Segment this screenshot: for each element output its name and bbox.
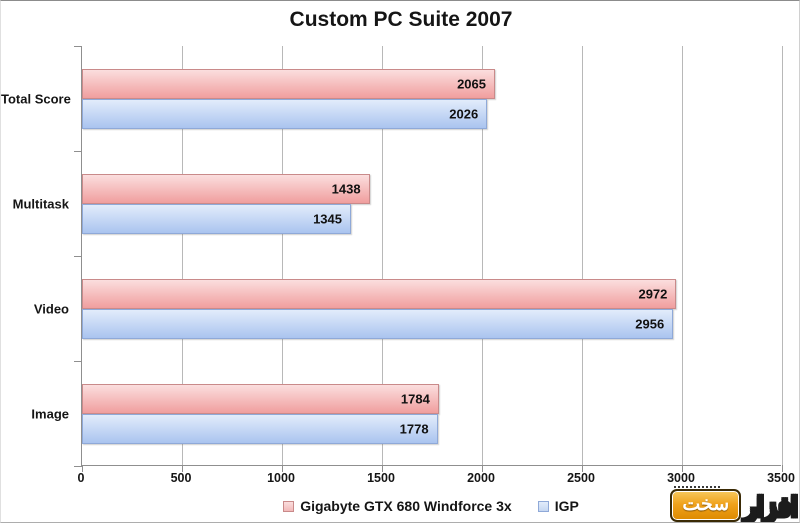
bar-igp: 2956 xyxy=(82,308,674,339)
axis-tick xyxy=(582,465,583,472)
legend-item: IGP xyxy=(537,498,579,514)
category-label: Multitask xyxy=(12,196,69,211)
axis-tick xyxy=(282,465,283,472)
axis-tick xyxy=(74,256,82,257)
bar-value-label: 2026 xyxy=(449,106,479,121)
chart-title: Custom PC Suite 2007 xyxy=(289,8,513,31)
value-tick-label: 2000 xyxy=(467,471,495,485)
axis-tick xyxy=(82,465,83,472)
value-tick-label: 0 xyxy=(77,471,85,485)
plot-area: 2065 2026 1438 1345 2972 2956 1784 1778 xyxy=(74,46,783,472)
bar-value-label: 1345 xyxy=(313,211,342,226)
value-tick-label: 1000 xyxy=(267,471,295,485)
axis-tick xyxy=(782,465,783,472)
bar-value-label: 1438 xyxy=(331,181,361,196)
gridline xyxy=(282,46,283,465)
category-label: Image xyxy=(31,406,69,421)
gridline xyxy=(382,46,383,465)
axis-tick xyxy=(182,465,183,472)
bar-value-label: 2956 xyxy=(635,316,665,331)
bar-gigabyte-gtx-680-windforce-3x: 1438 xyxy=(82,173,370,204)
watermark-badge-text: سخت xyxy=(682,494,730,515)
bar-igp: 1778 xyxy=(82,413,438,444)
legend-label: Gigabyte GTX 680 Windforce 3x xyxy=(300,498,512,514)
bar-igp: 1345 xyxy=(82,203,351,234)
axis-tick xyxy=(74,46,82,47)
gridline xyxy=(682,46,683,465)
bar-value-label: 1778 xyxy=(399,421,429,436)
axis-tick xyxy=(74,151,82,152)
watermark-fineprint xyxy=(674,486,721,488)
legend-swatch-icon xyxy=(537,500,549,512)
value-tick-label: 500 xyxy=(170,471,192,485)
watermark-badge: سخت xyxy=(670,486,742,522)
bar-gigabyte-gtx-680-windforce-3x: 2065 xyxy=(82,68,495,99)
value-tick-label: 3000 xyxy=(667,471,695,485)
value-tick-label: 1500 xyxy=(367,471,395,485)
legend-label: IGP xyxy=(554,498,579,514)
category-label: Total Score xyxy=(1,91,71,106)
axis-tick xyxy=(74,466,82,467)
category-label: Video xyxy=(33,301,69,316)
legend-swatch-icon xyxy=(283,500,295,512)
watermark-logo: سخت افزار xyxy=(670,486,799,522)
gridline xyxy=(582,46,583,465)
bar-gigabyte-gtx-680-windforce-3x: 2972 xyxy=(82,278,677,309)
legend: Gigabyte GTX 680 Windforce 3x IGP xyxy=(81,498,781,514)
bar-value-label: 1784 xyxy=(400,391,430,406)
gridline xyxy=(782,46,783,465)
value-tick-label: 2500 xyxy=(567,471,595,485)
axis-tick xyxy=(74,361,82,362)
value-tick-label: 3500 xyxy=(767,471,795,485)
watermark-outline-text: افزار xyxy=(743,492,799,522)
axis-tick xyxy=(682,465,683,472)
bar-igp: 2026 xyxy=(82,98,488,129)
axis-tick xyxy=(382,465,383,472)
bar-gigabyte-gtx-680-windforce-3x: 1784 xyxy=(82,383,439,414)
gridline xyxy=(182,46,183,465)
legend-item: Gigabyte GTX 680 Windforce 3x xyxy=(283,498,512,514)
bar-value-label: 2972 xyxy=(638,286,668,301)
bar-value-label: 2065 xyxy=(457,76,486,91)
axis-tick xyxy=(482,465,483,472)
gridline xyxy=(482,46,483,465)
